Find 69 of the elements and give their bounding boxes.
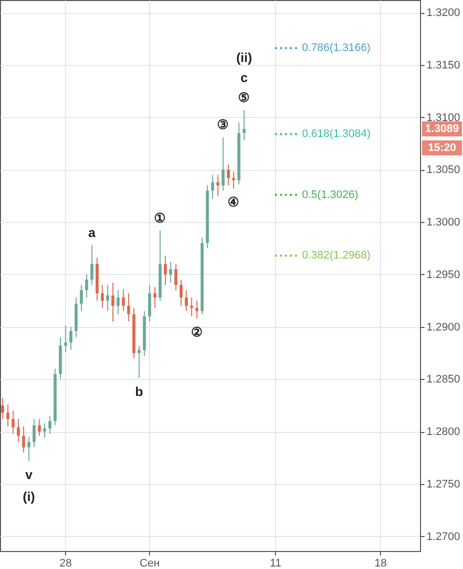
y-tick-label: 1.2800: [426, 426, 460, 438]
annotation: a: [88, 225, 96, 240]
ref-line-label: 0.382(1.2968): [302, 250, 370, 262]
y-tick-label: 1.3200: [426, 7, 460, 20]
annotation: ④: [228, 194, 240, 210]
y-tick-label: 1.3000: [426, 216, 460, 229]
candlestick: [222, 136, 225, 192]
candlestick: [1, 398, 4, 420]
y-tick-label: 1.2900: [426, 321, 460, 334]
candlestick: [216, 174, 220, 196]
candlestick: [90, 244, 94, 286]
y-tick-label: 1.2700: [426, 530, 460, 543]
candlestick: [100, 284, 104, 308]
annotation: c: [240, 70, 248, 85]
candlestick: [48, 415, 52, 434]
candlestick: [16, 418, 20, 443]
candlestick: [211, 174, 214, 200]
candlestick: [80, 284, 83, 312]
y-tick-label: 1.2850: [426, 374, 460, 386]
candlestick: [232, 171, 236, 190]
candlestick: [164, 255, 167, 286]
annotation: ②: [190, 324, 203, 340]
candlestick: [184, 290, 188, 312]
candlestick: [153, 286, 156, 308]
candlestick: [116, 290, 120, 315]
candlestick: [138, 345, 141, 379]
annotation: (ii): [236, 50, 252, 65]
candlestick: [32, 418, 36, 448]
candlestick: [169, 261, 172, 284]
candlestick: [195, 300, 198, 319]
annotation: (i): [22, 488, 36, 504]
ref-line-label: 0.618(1.3084): [302, 128, 370, 140]
candlestick: [242, 109, 246, 141]
y-tick-label: 1.3150: [426, 59, 460, 72]
x-tick-label: 28: [60, 558, 72, 569]
candlestick: [69, 326, 72, 350]
candlestick: [6, 404, 10, 427]
y-tick-label: 1.2950: [426, 268, 460, 281]
candlestick: [180, 279, 183, 306]
y-tick-label: 1.2750: [426, 478, 460, 490]
candlestick: [64, 325, 68, 352]
candlestick: [22, 426, 26, 454]
candlestick: [148, 284, 152, 322]
candlestick: [127, 292, 130, 322]
candlestick: [111, 282, 114, 322]
candlestick: [38, 418, 41, 436]
candlestick: [106, 284, 110, 312]
y-tick-label: 1.3100: [426, 112, 460, 124]
candlestick: [85, 274, 88, 298]
annotation: ①: [154, 210, 166, 226]
candlestick: [122, 288, 125, 312]
y-tick-label: 1.3050: [426, 164, 460, 176]
candlestick: [43, 422, 46, 438]
annotation: b: [135, 384, 144, 400]
candlestick: [27, 436, 30, 462]
candlestick: [190, 297, 194, 317]
text: 15:20: [428, 142, 456, 154]
x-tick-label: Сен: [140, 558, 160, 569]
x-tick-label: 18: [374, 558, 387, 569]
annotation: ③: [217, 117, 230, 132]
x-tick-label: 11: [270, 558, 282, 569]
candlestick: [174, 263, 178, 291]
candlestick: [12, 410, 15, 434]
ref-line-label: 0.5(1.3026): [302, 188, 358, 201]
annotation: ⑤: [238, 90, 250, 105]
annotation: v: [25, 466, 34, 482]
candlestick: [226, 164, 230, 186]
annotation: 1.3089: [425, 122, 459, 135]
ref-line-label: 0.786(1.3166): [302, 42, 370, 54]
